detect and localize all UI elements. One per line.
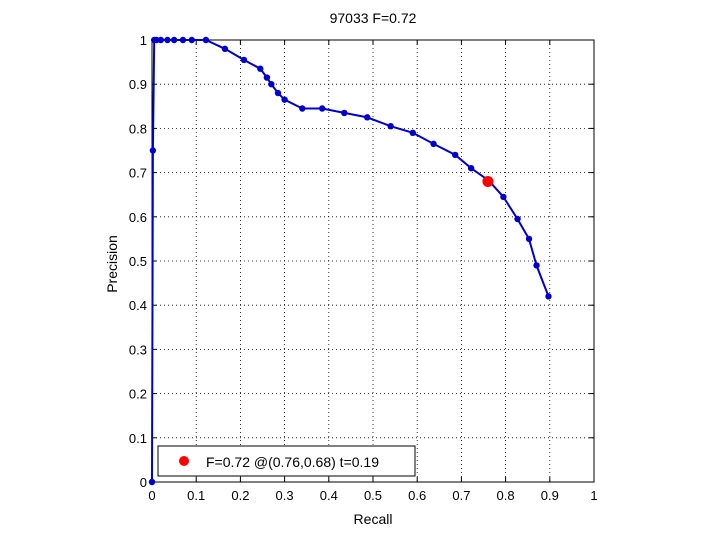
x-tick-label: 1 [590, 488, 597, 503]
data-point [202, 36, 210, 44]
x-tick-label: 0.2 [231, 488, 249, 503]
data-point [430, 140, 437, 148]
x-tick-label: 0 [148, 488, 155, 503]
axis-ticks: 0 0.1 0.2 0.3 0.4 0.5 0.6 0.7 0.8 0.9 1 0 0.1 0.2 0.3 0… [129, 33, 598, 503]
x-tick-label: 0.9 [541, 488, 559, 503]
chart-title: 97033 F=0.72 [330, 10, 417, 26]
data-point [170, 36, 178, 44]
data-point [263, 74, 271, 81]
data-point [341, 109, 348, 117]
data-point [268, 81, 275, 88]
data-point [153, 36, 160, 44]
data-point [274, 89, 282, 97]
best-f-point [482, 175, 494, 187]
y-tick-label: 0.2 [129, 387, 147, 402]
data-point [148, 478, 156, 486]
y-tick-label: 0.6 [129, 210, 147, 225]
data-point [514, 215, 521, 223]
data-point [545, 293, 552, 300]
data-point [364, 114, 371, 121]
y-tick-label: 0.1 [129, 431, 147, 446]
data-point [164, 36, 171, 44]
data-point [240, 56, 248, 64]
series-line [151, 39, 550, 483]
data-point [318, 105, 326, 112]
series-group [148, 36, 552, 486]
y-tick-label: 0.4 [129, 298, 147, 313]
data-point [188, 36, 195, 44]
y-tick-label: 0.3 [129, 342, 147, 357]
data-point [500, 193, 507, 201]
legend-box [157, 445, 416, 477]
data-point [179, 36, 187, 44]
y-tick-label: 0.9 [129, 77, 147, 92]
data-point [467, 164, 475, 172]
data-point [281, 96, 288, 103]
x-tick-label: 0.5 [364, 488, 382, 503]
y-axis-title: Precision [104, 235, 120, 293]
y-tick-label: 0.5 [129, 254, 147, 269]
legend-marker [179, 456, 189, 466]
y-tick-label: 0.8 [129, 121, 147, 136]
data-point [299, 105, 306, 112]
legend-label: F=0.72 @(0.76,0.68) t=0.19 [206, 454, 379, 470]
data-point [525, 235, 533, 243]
data-point [157, 36, 165, 44]
x-tick-label: 0.8 [497, 488, 515, 503]
data-point [409, 129, 416, 137]
data-point [257, 65, 264, 72]
x-tick-label: 0.4 [320, 488, 338, 503]
data-point [387, 122, 394, 130]
y-tick-label: 0 [140, 475, 147, 490]
y-tick-label: 1 [140, 33, 147, 48]
x-tick-label: 0.7 [452, 488, 470, 503]
y-tick-label: 0.7 [129, 166, 147, 181]
legend: F=0.72 @(0.76,0.68) t=0.19 [157, 445, 416, 477]
x-tick-label: 0.3 [276, 488, 294, 503]
data-point [221, 45, 229, 53]
x-tick-label: 0.6 [408, 488, 426, 503]
data-point [533, 262, 540, 269]
grid [152, 40, 594, 482]
data-point [452, 151, 459, 159]
data-point [149, 147, 157, 154]
x-tick-label: 0.1 [187, 488, 205, 503]
x-axis-title: Recall [354, 511, 393, 527]
